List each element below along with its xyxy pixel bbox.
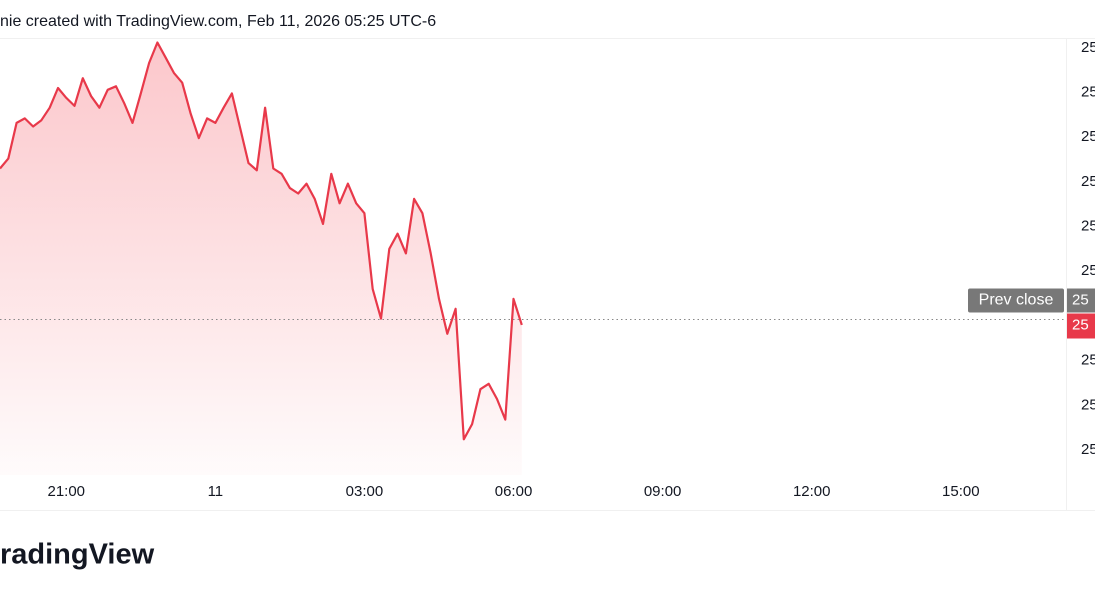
x-tick-label: 12:00 [793,483,831,500]
x-tick-label: 06:00 [495,483,533,500]
x-tick-label: 15:00 [942,483,980,500]
header-text: nie created with TradingView.com, Feb 11… [0,13,436,30]
y-tick-label: 25 [1081,39,1095,56]
brand-logo: radingView [0,539,155,571]
last-price-badge [1067,313,1095,339]
price-line [0,41,523,441]
prev-close-name: Prev close [979,292,1054,309]
y-tick-label: 25 [1081,441,1095,458]
last-price: 25 [1072,316,1089,333]
area-fill [0,42,522,475]
y-tick-label: 25 [1081,83,1095,100]
x-tick-label: 03:00 [346,483,384,500]
y-tick-label: 25 [1081,396,1095,413]
y-tick-label: 25 [1081,173,1095,190]
prev-close-price: 25 [1072,291,1089,308]
y-tick-label: 25 [1081,218,1095,235]
prev-close-tag [968,288,1064,313]
x-tick-label: 11 [208,483,224,500]
y-tick-label: 25 [1081,128,1095,145]
plot: 25 25 25 25 25 25 25 25 25 21:00 11 03:00 06:00 09:00… [0,39,1095,500]
x-tick-label: 09:00 [644,483,682,500]
x-tick-label: 21:00 [47,483,85,500]
y-tick-label: 25 [1081,262,1095,279]
y-tick-label: 25 [1081,352,1095,369]
prev-close-badge [1067,288,1095,313]
